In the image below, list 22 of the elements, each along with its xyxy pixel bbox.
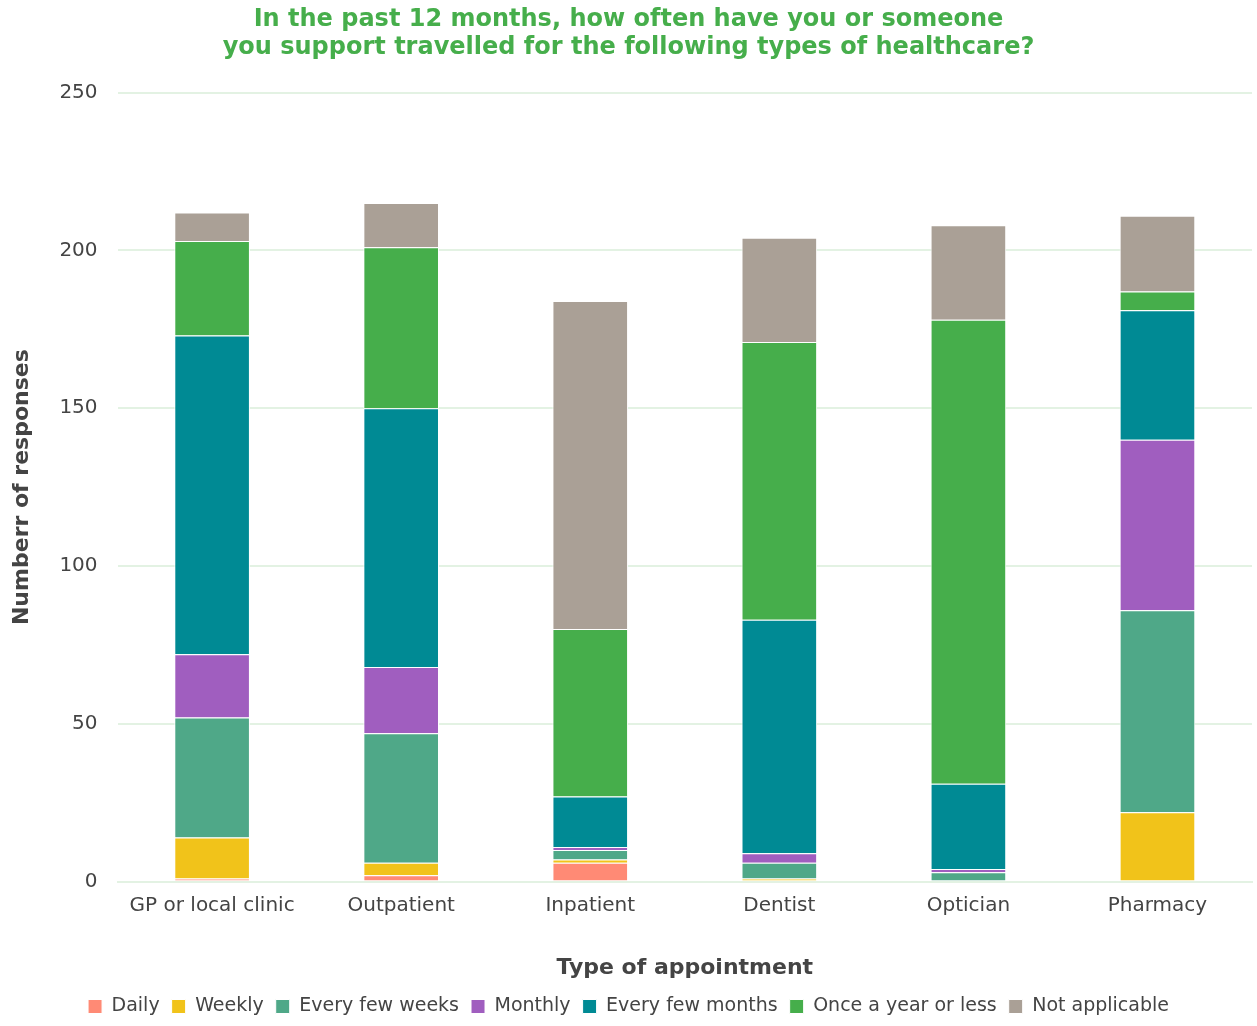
y-tick-label: 0 — [84, 867, 98, 892]
y-tick-label: 250 — [59, 78, 98, 103]
x-axis-title: Type of appointment — [556, 953, 814, 979]
legend-label: Every few weeks — [299, 993, 460, 1016]
legend-label: Once a year or less — [813, 993, 997, 1016]
x-tick-label: Dentist — [743, 891, 816, 916]
x-tick-label: Outpatient — [347, 891, 456, 916]
y-tick-label: 100 — [59, 552, 98, 577]
legend-label: Daily — [111, 993, 160, 1016]
legend-label: Every few months — [606, 993, 778, 1016]
x-tick-label: Inpatient — [545, 891, 636, 916]
legend-label: Weekly — [195, 993, 264, 1016]
x-tick-label: GP or local clinic — [129, 891, 295, 916]
x-tick-label: Pharmacy — [1107, 891, 1208, 916]
y-axis-title: Numberr of responses — [7, 349, 33, 626]
legend-label: Not applicable — [1032, 993, 1169, 1016]
x-tick-label: Optician — [926, 891, 1011, 916]
y-tick-label: 50 — [72, 710, 98, 734]
y-tick-label: 150 — [59, 394, 98, 419]
chart-title: In the past 12 months, how often have you or someone you support travelled for the following types of healthcare? — [222, 3, 1035, 61]
y-tick-label: 200 — [59, 236, 98, 261]
legend-label: Monthly — [494, 993, 571, 1016]
